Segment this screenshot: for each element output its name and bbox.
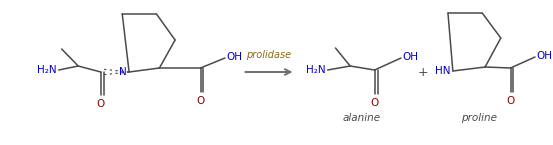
Text: O: O [196, 96, 205, 106]
Text: prolidase: prolidase [247, 50, 291, 60]
Text: OH: OH [402, 52, 418, 62]
Text: N: N [119, 67, 127, 77]
Text: O: O [97, 99, 105, 109]
Text: H₂N: H₂N [37, 65, 57, 75]
Text: OH: OH [226, 52, 242, 62]
Text: HN: HN [435, 66, 451, 76]
Text: O: O [507, 96, 515, 106]
Text: O: O [371, 98, 379, 108]
Text: OH: OH [536, 51, 552, 61]
Text: alanine: alanine [343, 113, 381, 123]
Text: proline: proline [461, 113, 497, 123]
Text: H₂N: H₂N [306, 65, 326, 75]
Text: +: + [417, 66, 428, 78]
